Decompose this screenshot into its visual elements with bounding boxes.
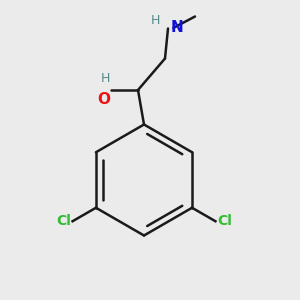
Text: N: N xyxy=(171,20,184,34)
Text: Cl: Cl xyxy=(217,214,232,228)
Text: O: O xyxy=(98,92,110,106)
Text: H: H xyxy=(101,72,110,85)
Text: Cl: Cl xyxy=(56,214,71,228)
Text: H: H xyxy=(151,14,160,28)
